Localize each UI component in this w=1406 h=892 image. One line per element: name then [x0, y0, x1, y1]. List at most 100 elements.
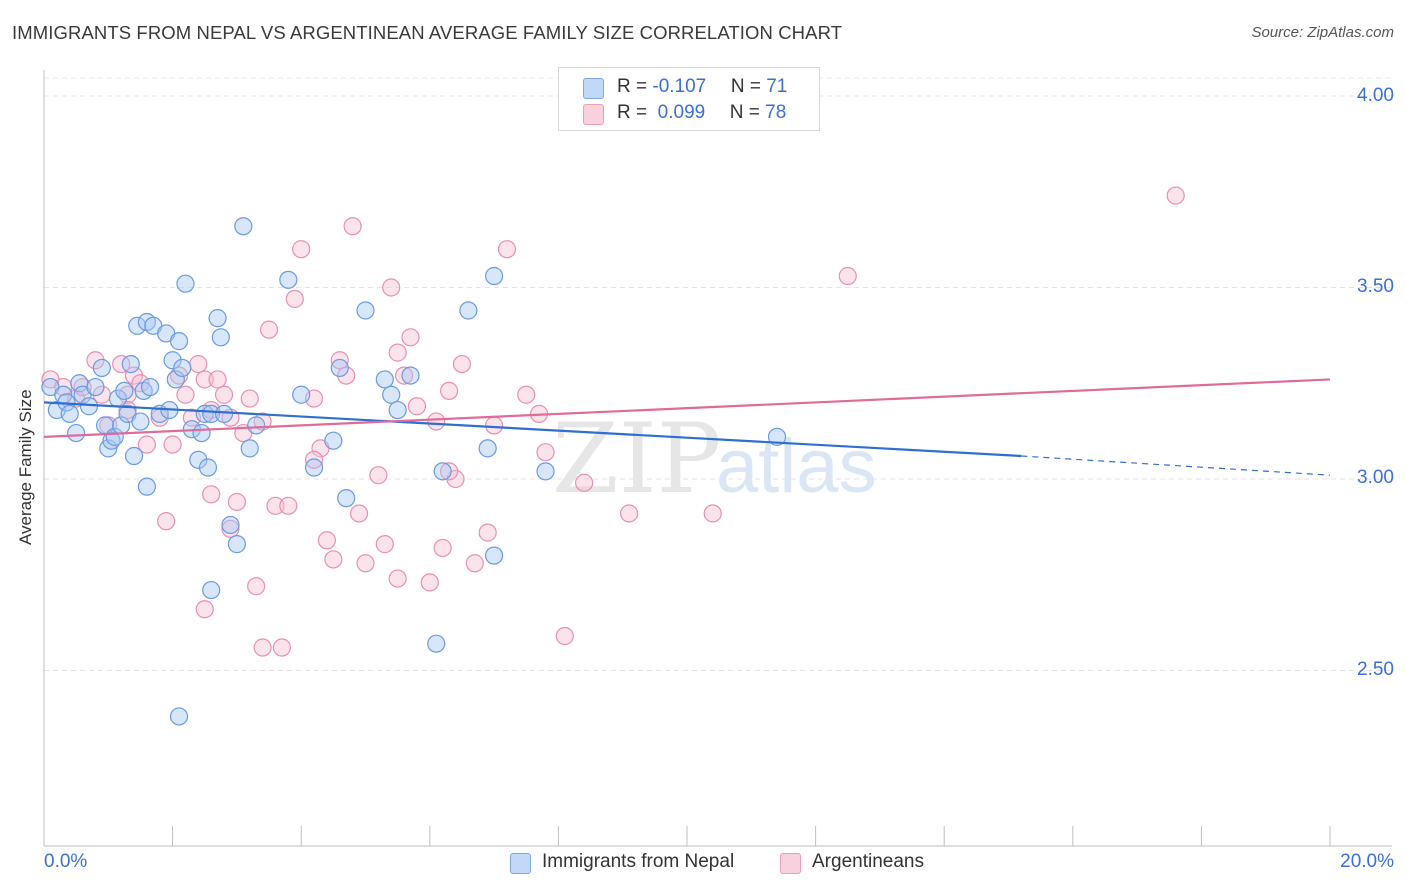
nepal-point: [60, 404, 79, 423]
x-max-label: 20.0%: [1340, 851, 1394, 872]
nepal-point: [292, 385, 311, 404]
nepal-point: [221, 515, 240, 535]
y-axis-label: Average Family Size: [16, 389, 35, 545]
series-nepal: [41, 217, 787, 726]
argentinean-point: [214, 385, 234, 404]
argentinean-point: [343, 217, 362, 236]
nepal-point: [131, 412, 150, 431]
nepal-point: [330, 358, 349, 378]
argentinean-point: [349, 504, 369, 523]
argentinean-point: [407, 397, 427, 416]
legend-label: Argentineans: [812, 851, 924, 872]
argentinean-point: [536, 443, 555, 462]
nepal-trend-line: [43, 401, 1022, 458]
nepal-point: [198, 458, 218, 477]
argentinean-point: [163, 435, 182, 454]
nepal-point: [485, 546, 504, 565]
nepal-point: [304, 458, 324, 477]
nepal-point: [375, 370, 394, 389]
nepal-point: [166, 370, 185, 389]
nepal-point: [240, 439, 259, 458]
nepal-swatch: [583, 78, 604, 99]
nepal-point: [459, 301, 478, 320]
argentinean-point: [620, 504, 639, 523]
trend-lines: [43, 378, 1331, 476]
argentinean-point: [266, 496, 285, 515]
nepal-point: [128, 316, 147, 335]
argentinean-point: [240, 389, 259, 408]
argentinean-point: [517, 385, 536, 404]
nepal-point: [202, 580, 221, 600]
nepal-swatch: [510, 853, 531, 874]
x-axis: [43, 70, 1392, 847]
nepal-point: [163, 351, 182, 370]
chart-title: IMMIGRANTS FROM NEPAL VS ARGENTINEAN AVE…: [12, 22, 843, 43]
argentinean-point: [221, 519, 240, 538]
argentinean-point: [575, 473, 594, 492]
n-label: N =: [729, 102, 766, 123]
argentinean-point: [195, 370, 214, 389]
argentinean-trend-line: [43, 378, 1331, 438]
nepal-point: [485, 266, 504, 286]
argentinean-point: [1166, 186, 1185, 205]
nepal-point: [227, 535, 246, 554]
argentinean-point: [195, 600, 214, 619]
argentinean-point: [439, 381, 459, 401]
argentinean-point: [838, 266, 857, 286]
nepal-point: [427, 634, 446, 653]
argentinean-point: [285, 289, 304, 309]
argentinean-point: [202, 485, 221, 504]
nepal-point: [169, 332, 189, 351]
x-min-label: 0.0%: [44, 851, 88, 872]
argentinean-point: [324, 550, 343, 569]
nepal-trend-extension: [1021, 455, 1331, 476]
argentineans-swatch: [780, 853, 801, 874]
argentinean-point: [433, 538, 452, 558]
n-value: 78: [765, 102, 787, 123]
argentinean-point: [369, 466, 388, 485]
argentinean-point: [485, 416, 504, 435]
argentinean-point: [388, 343, 407, 362]
nepal-point: [478, 439, 497, 458]
argentinean-point: [272, 638, 292, 657]
nepal-point: [121, 355, 140, 374]
argentinean-point: [703, 504, 722, 523]
argentinean-point: [227, 492, 246, 512]
argentinean-point: [356, 554, 375, 573]
r-value: -0.107: [652, 76, 707, 97]
grid-lines: [44, 77, 1392, 671]
argentinean-point: [112, 355, 131, 374]
argentinean-point: [292, 240, 311, 259]
legend-label: Immigrants from Nepal: [542, 851, 735, 872]
nepal-point: [433, 462, 452, 481]
y-tick-label: 2.50: [1357, 659, 1394, 680]
argentinean-point: [420, 573, 439, 592]
nepal-point: [337, 489, 356, 508]
argentineans-swatch: [583, 104, 604, 125]
nepal-point: [208, 309, 227, 328]
argentinean-point: [157, 512, 176, 531]
argentinean-point: [388, 569, 407, 588]
nepal-point: [137, 477, 156, 496]
argentinean-point: [279, 496, 298, 515]
argentinean-point: [427, 412, 446, 431]
r-label: R =: [617, 76, 653, 97]
watermark-atlas: atlas: [716, 424, 877, 509]
n-label: N =: [730, 76, 767, 97]
nepal-point: [140, 377, 160, 397]
nepal-point: [324, 431, 343, 450]
argentinean-point: [253, 638, 272, 657]
argentinean-point: [465, 554, 484, 573]
nepal-point: [202, 404, 221, 423]
nepal-point: [767, 427, 787, 446]
nepal-point: [214, 404, 234, 423]
r-value: 0.099: [652, 102, 706, 123]
y-tick-label: 4.00: [1357, 85, 1394, 106]
y-tick-label: 3.50: [1357, 276, 1394, 297]
source-label: Source: ZipAtlas.com: [1251, 24, 1394, 41]
nepal-point: [169, 707, 189, 726]
argentinean-point: [401, 328, 420, 347]
argentinean-point: [478, 523, 497, 542]
argentinean-point: [304, 450, 324, 469]
